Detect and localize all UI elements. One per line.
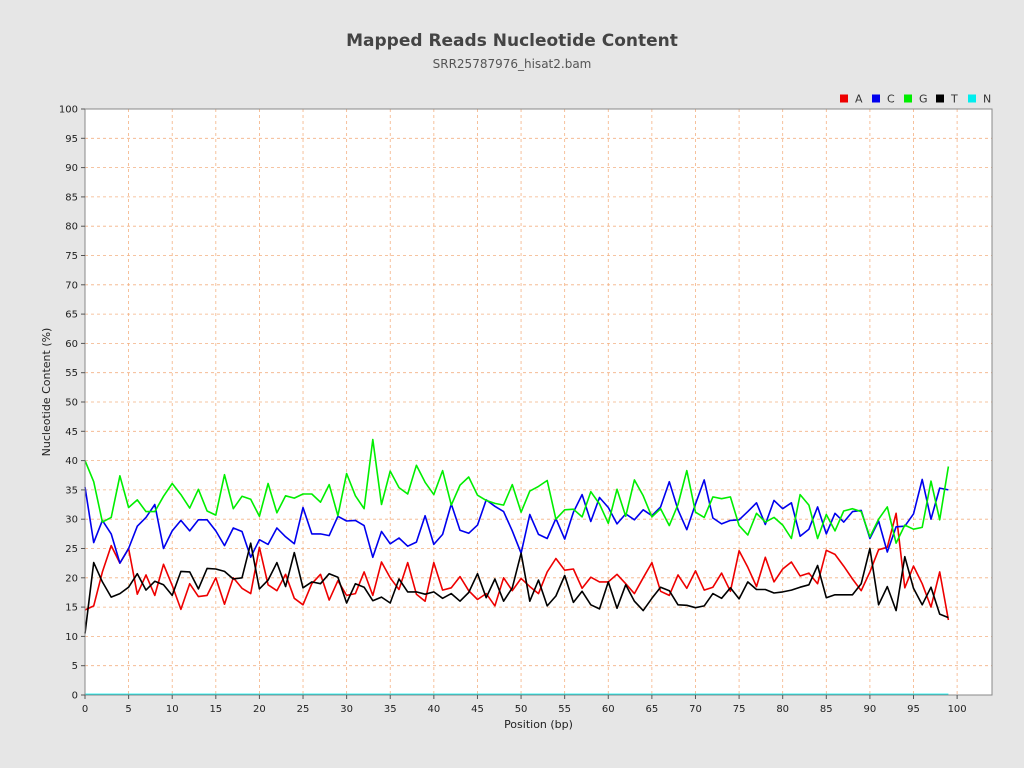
series-line-G bbox=[84, 438, 950, 545]
y-tick-label: 70 bbox=[65, 280, 78, 291]
y-tick-label: 80 bbox=[65, 222, 78, 233]
legend-label-A: A bbox=[855, 93, 863, 106]
legend-label-C: C bbox=[887, 93, 895, 106]
x-tick-label: 100 bbox=[948, 704, 967, 715]
y-tick-label: 95 bbox=[65, 134, 78, 145]
series-line-T bbox=[84, 542, 949, 634]
x-tick-label: 25 bbox=[297, 704, 310, 715]
legend-label-N: N bbox=[983, 93, 991, 106]
x-tick-label: 5 bbox=[125, 704, 131, 715]
y-tick-label: 25 bbox=[65, 544, 78, 555]
x-tick-label: 40 bbox=[427, 704, 440, 715]
y-tick-label: 5 bbox=[72, 661, 78, 672]
x-tick-label: 20 bbox=[253, 704, 266, 715]
y-tick-label: 35 bbox=[65, 485, 78, 496]
x-tick-label: 35 bbox=[384, 704, 397, 715]
legend-label-G: G bbox=[919, 93, 928, 106]
y-tick-label: 75 bbox=[65, 251, 78, 262]
x-tick-label: 75 bbox=[733, 704, 746, 715]
x-tick-label: 30 bbox=[340, 704, 353, 715]
y-tick-label: 30 bbox=[65, 515, 78, 526]
axis-ticks: 0510152025303540455055606570758085909510… bbox=[59, 105, 967, 716]
y-tick-label: 15 bbox=[65, 603, 78, 614]
series-line-A bbox=[84, 512, 950, 621]
x-tick-label: 45 bbox=[471, 704, 484, 715]
x-tick-label: 0 bbox=[82, 704, 88, 715]
x-tick-label: 80 bbox=[776, 704, 789, 715]
x-tick-label: 70 bbox=[689, 704, 702, 715]
x-tick-label: 55 bbox=[558, 704, 571, 715]
series-lines bbox=[84, 438, 950, 696]
y-tick-label: 60 bbox=[65, 339, 78, 350]
y-tick-label: 90 bbox=[65, 163, 78, 174]
legend-swatch-A bbox=[840, 94, 848, 103]
y-tick-label: 85 bbox=[65, 192, 78, 203]
y-axis-label: Nucleotide Content (%) bbox=[40, 328, 53, 457]
legend-swatch-G bbox=[904, 94, 912, 103]
y-tick-label: 20 bbox=[65, 573, 78, 584]
y-tick-label: 10 bbox=[65, 632, 78, 643]
chart-subtitle: SRR25787976_hisat2.bam bbox=[432, 57, 592, 71]
y-tick-label: 65 bbox=[65, 310, 78, 321]
legend-swatch-T bbox=[936, 94, 944, 103]
legend-swatch-N bbox=[968, 94, 976, 103]
series-line-C bbox=[84, 478, 949, 564]
y-tick-label: 100 bbox=[59, 105, 78, 116]
legend-swatch-C bbox=[872, 94, 880, 103]
y-tick-label: 40 bbox=[65, 456, 78, 467]
x-tick-label: 90 bbox=[864, 704, 877, 715]
chart-title: Mapped Reads Nucleotide Content bbox=[346, 31, 678, 51]
x-tick-label: 15 bbox=[209, 704, 222, 715]
x-tick-label: 10 bbox=[166, 704, 179, 715]
y-tick-label: 50 bbox=[65, 398, 78, 409]
y-tick-label: 55 bbox=[65, 368, 78, 379]
x-axis-label: Position (bp) bbox=[504, 718, 573, 731]
legend-label-T: T bbox=[950, 93, 958, 106]
x-tick-label: 95 bbox=[907, 704, 920, 715]
x-tick-label: 65 bbox=[646, 704, 659, 715]
y-tick-label: 0 bbox=[72, 691, 78, 702]
x-tick-label: 85 bbox=[820, 704, 833, 715]
x-tick-label: 50 bbox=[515, 704, 528, 715]
x-tick-label: 60 bbox=[602, 704, 615, 715]
y-tick-label: 45 bbox=[65, 427, 78, 438]
